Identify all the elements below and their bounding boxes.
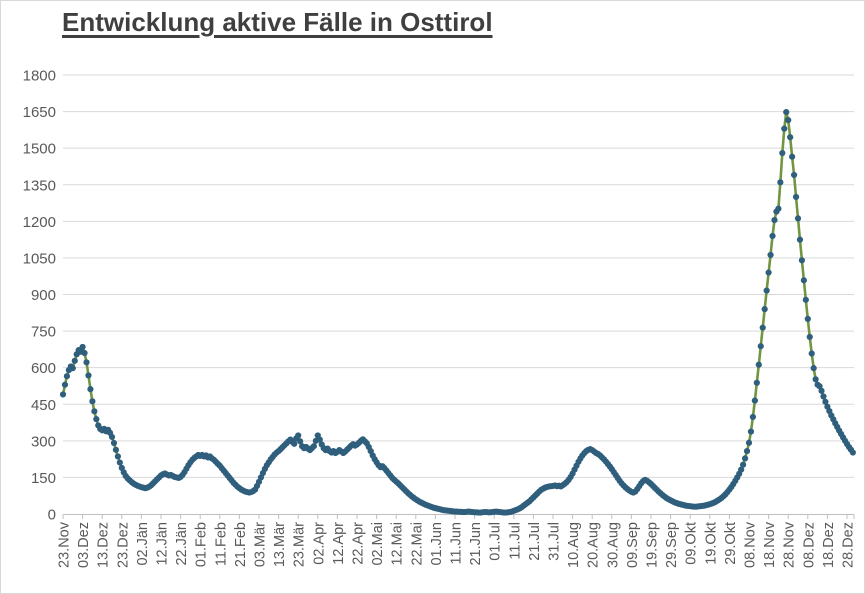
svg-text:22.Mai: 22.Mai: [409, 522, 425, 566]
svg-text:31.Jul: 31.Jul: [547, 522, 563, 561]
svg-text:01.Jun: 01.Jun: [429, 522, 445, 566]
svg-text:11.Jul: 11.Jul: [507, 522, 523, 560]
data-line: [61, 110, 855, 514]
svg-text:19.Okt: 19.Okt: [703, 522, 719, 565]
svg-text:750: 750: [31, 324, 56, 341]
svg-text:09.Sep: 09.Sep: [625, 522, 641, 568]
svg-text:300: 300: [31, 433, 56, 450]
svg-text:600: 600: [31, 360, 56, 377]
svg-text:30.Aug: 30.Aug: [605, 522, 621, 568]
svg-text:22.Jän: 22.Jän: [174, 522, 190, 566]
svg-text:1800: 1800: [23, 68, 56, 85]
svg-text:13.Dez: 13.Dez: [96, 522, 112, 568]
svg-text:450: 450: [31, 397, 56, 414]
svg-text:08.Nov: 08.Nov: [743, 521, 759, 568]
svg-text:21.Feb: 21.Feb: [233, 522, 249, 567]
x-axis-ticks: [62, 514, 855, 519]
data-markers: [59, 108, 856, 516]
svg-text:09.Okt: 09.Okt: [684, 522, 700, 565]
svg-text:0: 0: [48, 507, 56, 524]
svg-text:21.Jul: 21.Jul: [527, 522, 543, 561]
svg-text:18.Dez: 18.Dez: [821, 522, 837, 568]
svg-text:23.Dez: 23.Dez: [115, 522, 131, 568]
svg-text:23.Mär: 23.Mär: [292, 522, 308, 567]
svg-text:12.Jän: 12.Jän: [155, 522, 171, 566]
gridlines: [63, 74, 854, 478]
svg-text:1650: 1650: [23, 104, 56, 121]
svg-text:23.Nov: 23.Nov: [57, 521, 73, 568]
svg-text:02.Apr: 02.Apr: [311, 522, 327, 565]
svg-text:21.Jun: 21.Jun: [468, 522, 484, 566]
svg-text:28.Dez: 28.Dez: [841, 522, 857, 568]
svg-text:12.Apr: 12.Apr: [331, 522, 347, 565]
svg-text:11.Feb: 11.Feb: [213, 522, 229, 566]
svg-text:29.Okt: 29.Okt: [723, 522, 739, 565]
svg-text:02.Mai: 02.Mai: [370, 522, 386, 566]
svg-text:19.Sep: 19.Sep: [645, 522, 661, 568]
svg-text:12.Mai: 12.Mai: [390, 522, 406, 566]
svg-text:900: 900: [31, 287, 56, 304]
svg-text:28.Nov: 28.Nov: [782, 521, 798, 568]
svg-text:01.Jul: 01.Jul: [488, 522, 504, 561]
svg-text:13.Mär: 13.Mär: [272, 522, 288, 567]
svg-text:1500: 1500: [23, 141, 56, 158]
svg-text:29.Sep: 29.Sep: [664, 522, 680, 568]
svg-text:150: 150: [31, 470, 56, 487]
svg-text:1200: 1200: [23, 214, 56, 231]
svg-text:18.Nov: 18.Nov: [762, 521, 778, 568]
svg-text:03.Mär: 03.Mär: [253, 522, 269, 567]
svg-text:02.Jän: 02.Jän: [135, 522, 151, 566]
x-axis-labels: 23.Nov 03.Dez 13.Dez 23.Dez 02.Jän 12.Jän 22.J…: [57, 521, 857, 568]
svg-text:1050: 1050: [23, 250, 56, 267]
svg-text:08.Dez: 08.Dez: [801, 522, 817, 568]
svg-text:22.Apr: 22.Apr: [351, 522, 367, 565]
svg-text:01.Feb: 01.Feb: [194, 522, 210, 567]
svg-text:20.Aug: 20.Aug: [586, 522, 602, 568]
svg-text:10.Aug: 10.Aug: [566, 522, 582, 568]
y-axis-labels: 0 150 300 450 600 750 900 1050 1200 1350 1500 1650 1…: [23, 68, 56, 524]
svg-text:11.Jun: 11.Jun: [449, 522, 465, 564]
svg-text:1350: 1350: [23, 177, 56, 194]
chart-title: Entwicklung aktive Fälle in Osttirol: [62, 7, 493, 37]
svg-text:03.Dez: 03.Dez: [76, 522, 92, 568]
